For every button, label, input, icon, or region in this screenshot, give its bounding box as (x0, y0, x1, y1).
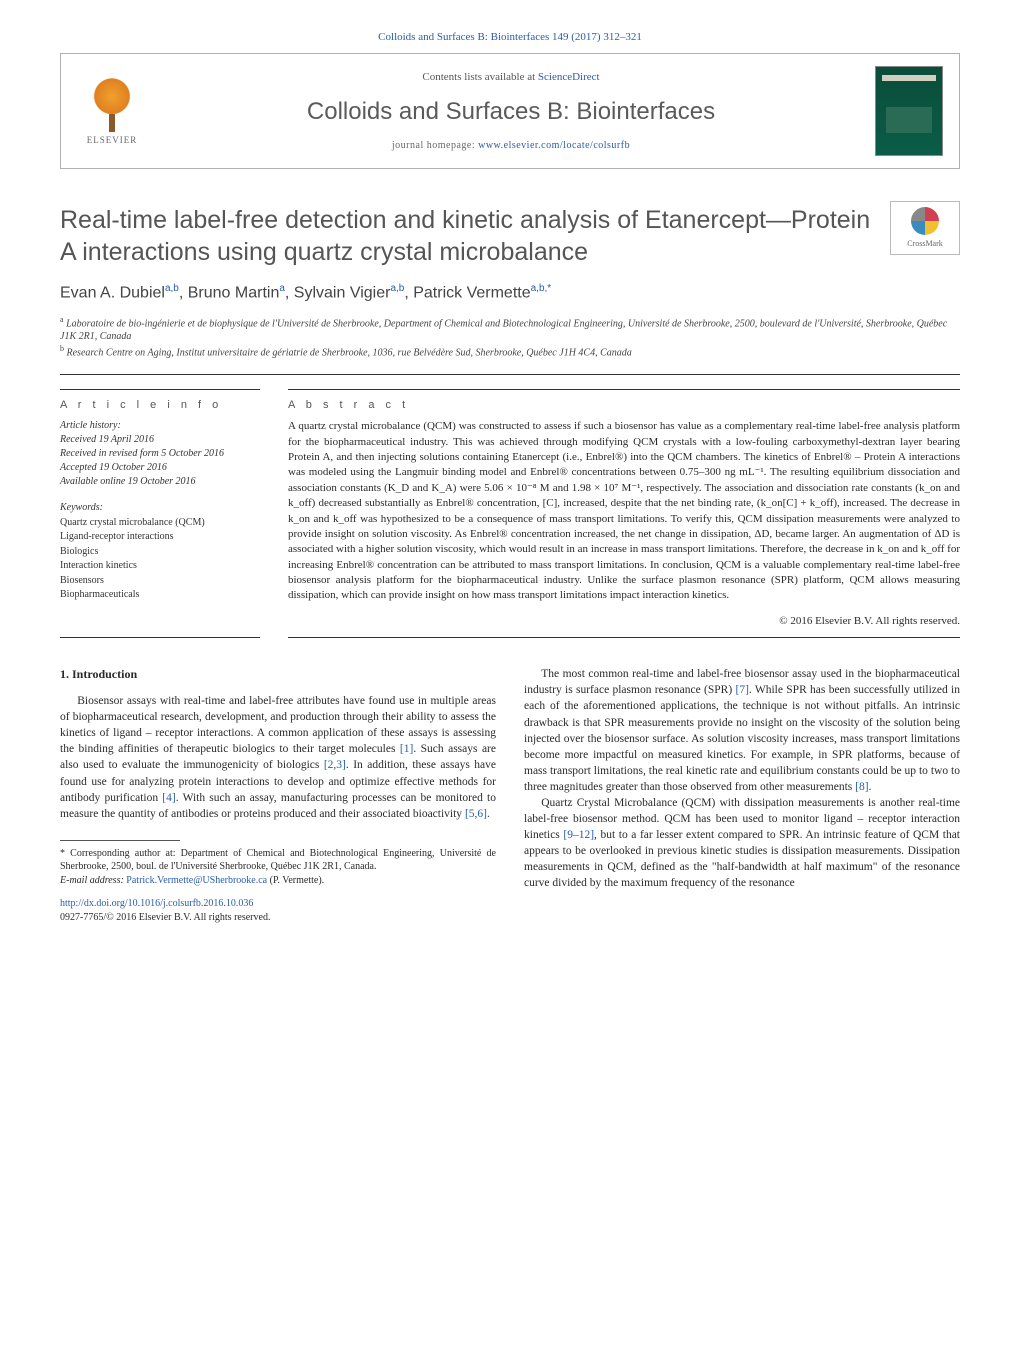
ref-link[interactable]: [4] (162, 792, 175, 804)
crossmark-icon (911, 207, 939, 235)
article-header: CrossMark Real-time label-free detection… (60, 205, 960, 359)
affiliations: a Laboratoire de bio-ingénierie et de bi… (60, 315, 960, 360)
abstract-label: a b s t r a c t (288, 398, 960, 413)
body-para: Biosensor assays with real-time and labe… (60, 693, 496, 822)
keyword: Biopharmaceuticals (60, 588, 260, 603)
elsevier-logo: ELSEVIER (77, 71, 147, 151)
contents-available: Contents lists available at ScienceDirec… (163, 70, 859, 85)
footnote-rule (60, 840, 180, 841)
abstract: a b s t r a c t A quartz crystal microba… (288, 389, 960, 638)
history-item: Received 19 April 2016 (60, 433, 260, 447)
ref-link[interactable]: [1] (400, 743, 413, 755)
history-item: Available online 19 October 2016 (60, 475, 260, 489)
email-link[interactable]: Patrick.Vermette@USherbrooke.ca (126, 875, 267, 886)
doi-block: http://dx.doi.org/10.1016/j.colsurfb.201… (60, 897, 496, 925)
crossmark-label: CrossMark (907, 238, 943, 249)
keyword: Interaction kinetics (60, 559, 260, 574)
ref-link[interactable]: [9–12] (563, 829, 594, 841)
homepage-link[interactable]: www.elsevier.com/locate/colsurfb (478, 140, 630, 151)
homepage-prefix: journal homepage: (392, 140, 478, 151)
affiliation-a-text: Laboratoire de bio-ingénierie et de biop… (60, 318, 947, 343)
keywords-head: Keywords: (60, 501, 260, 516)
article-info-label: a r t i c l e i n f o (60, 398, 260, 413)
homepage-line: journal homepage: www.elsevier.com/locat… (163, 139, 859, 153)
header-center: Contents lists available at ScienceDirec… (163, 70, 859, 153)
keyword: Biosensors (60, 574, 260, 589)
crossmark-badge[interactable]: CrossMark (890, 201, 960, 255)
footnote-block: * Corresponding author at: Department of… (60, 840, 496, 926)
body-para: The most common real-time and label-free… (524, 666, 960, 795)
body: 1. Introduction Biosensor assays with re… (60, 666, 960, 925)
doi-link[interactable]: http://dx.doi.org/10.1016/j.colsurfb.201… (60, 898, 253, 909)
affiliation-a: a Laboratoire de bio-ingénierie et de bi… (60, 315, 960, 344)
abstract-copyright: © 2016 Elsevier B.V. All rights reserved… (288, 614, 960, 629)
issn-line: 0927-7765/© 2016 Elsevier B.V. All right… (60, 912, 270, 923)
keywords: Keywords: Quartz crystal microbalance (Q… (60, 501, 260, 603)
corresponding-note: * Corresponding author at: Department of… (60, 847, 496, 874)
running-head: Colloids and Surfaces B: Biointerfaces 1… (60, 30, 960, 45)
history-item: Accepted 19 October 2016 (60, 461, 260, 475)
article-history: Article history: Received 19 April 2016 … (60, 419, 260, 489)
affiliation-b-text: Research Centre on Aging, Institut unive… (67, 347, 632, 358)
elsevier-label: ELSEVIER (87, 134, 138, 147)
authors: Evan A. Dubiela,b, Bruno Martina, Sylvai… (60, 282, 960, 305)
keyword: Quartz crystal microbalance (QCM) (60, 516, 260, 531)
ref-link[interactable]: [2,3] (324, 759, 346, 771)
ref-link[interactable]: [8] (855, 781, 868, 793)
sciencedirect-link[interactable]: ScienceDirect (538, 71, 600, 83)
email-suffix: (P. Vermette). (267, 875, 324, 886)
journal-header: ELSEVIER Contents lists available at Sci… (60, 53, 960, 169)
article-title: Real-time label-free detection and kinet… (60, 205, 960, 268)
contents-prefix: Contents lists available at (422, 71, 537, 83)
body-para: Quartz Crystal Microbalance (QCM) with d… (524, 795, 960, 892)
intro-heading: 1. Introduction (60, 666, 496, 683)
rule (60, 374, 960, 375)
history-head: Article history: (60, 419, 260, 433)
ref-link[interactable]: [7] (735, 684, 748, 696)
article-info: a r t i c l e i n f o Article history: R… (60, 389, 260, 638)
ref-link[interactable]: [5,6] (465, 808, 487, 820)
elsevier-tree-icon (87, 77, 137, 132)
journal-cover-thumb (875, 66, 943, 156)
affiliation-b: b Research Centre on Aging, Institut uni… (60, 344, 960, 360)
footnotes: * Corresponding author at: Department of… (60, 847, 496, 888)
abstract-text: A quartz crystal microbalance (QCM) was … (288, 419, 960, 604)
keyword: Ligand-receptor interactions (60, 530, 260, 545)
email-line: E-mail address: Patrick.Vermette@USherbr… (60, 874, 496, 888)
journal-title: Colloids and Surfaces B: Biointerfaces (163, 95, 859, 129)
info-abstract-row: a r t i c l e i n f o Article history: R… (60, 389, 960, 638)
history-item: Received in revised form 5 October 2016 (60, 447, 260, 461)
keyword: Biologics (60, 545, 260, 560)
email-label: E-mail address: (60, 875, 126, 886)
